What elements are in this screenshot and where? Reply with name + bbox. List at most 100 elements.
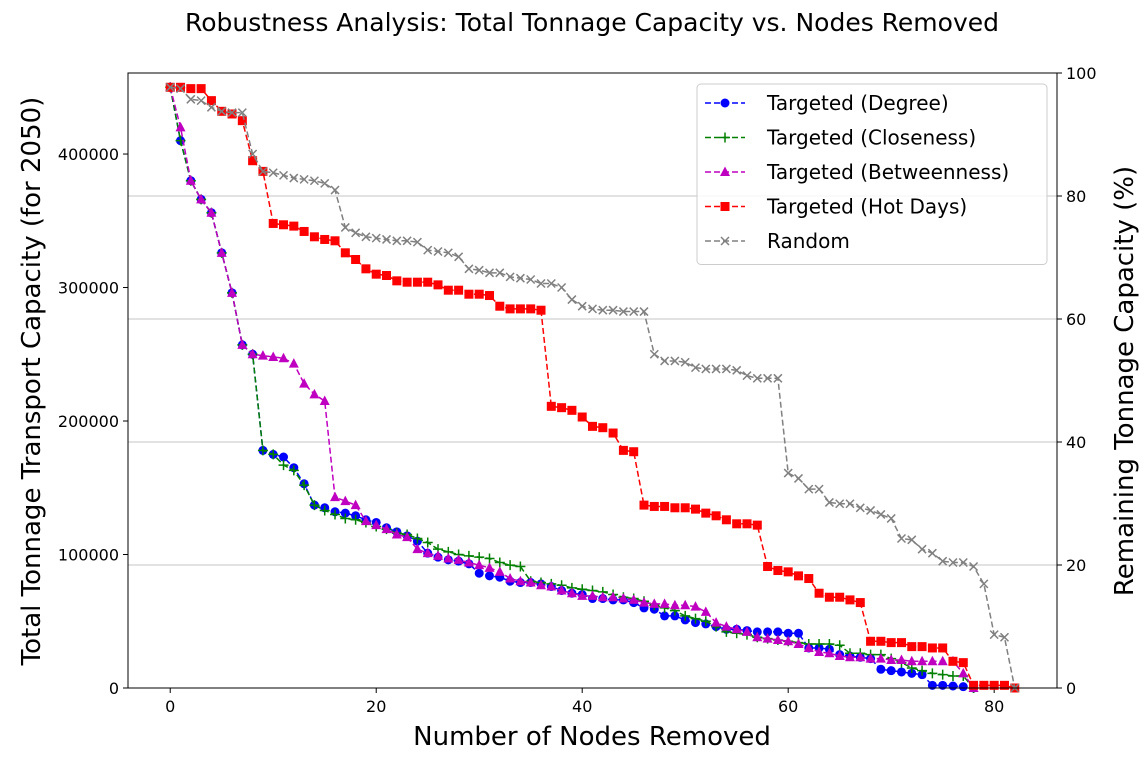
marker [587,304,598,314]
marker [670,611,680,621]
marker [721,621,732,631]
marker [917,544,927,554]
marker [618,593,629,603]
marker [783,628,793,638]
marker [608,428,618,438]
marker [423,277,433,287]
marker [742,371,752,381]
marker [701,364,711,374]
marker [217,106,227,116]
marker [659,598,670,608]
marker [546,401,556,411]
marker [979,680,989,690]
marker [804,574,814,584]
marker [402,531,413,542]
marker [711,617,722,627]
marker [495,268,505,278]
marker [433,246,443,257]
marker [680,599,691,610]
plot-frame [127,72,1058,689]
y-tick-label: 100000 [58,546,119,565]
legend-box [696,83,1048,265]
marker [783,567,793,577]
marker [567,295,577,305]
marker [773,627,783,637]
marker [711,364,721,374]
marker [834,650,845,660]
marker [278,352,289,363]
marker [742,519,752,529]
marker [175,121,186,132]
marker [258,166,268,176]
marker [288,358,299,368]
marker [680,357,690,367]
marker [351,228,361,238]
marker [947,670,958,681]
marker [711,511,721,521]
marker [803,642,814,652]
marker [597,591,608,602]
marker [299,480,310,491]
marker [855,651,866,662]
marker [515,561,526,572]
marker [875,653,886,663]
marker [474,568,484,578]
marker [999,632,1010,642]
marker [649,349,659,359]
marker [176,82,186,92]
marker [793,628,803,638]
marker [340,508,350,518]
marker [412,237,422,247]
marker [938,643,948,653]
marker [577,590,588,600]
marker [783,468,793,478]
marker [546,278,556,289]
marker [257,445,268,456]
marker [814,588,824,598]
y2-tick-label: 60 [1066,310,1086,329]
marker [937,669,948,680]
marker [443,248,453,258]
marker [629,447,639,457]
marker [834,640,845,651]
marker [927,668,938,679]
marker [752,520,762,530]
marker [773,566,783,576]
marker [454,252,464,262]
marker [948,681,958,691]
marker [670,356,680,366]
marker [690,363,701,373]
marker [670,503,680,513]
marker [886,513,896,523]
x-tick-label: 60 [778,697,798,716]
marker [958,557,968,568]
marker [474,559,485,570]
marker [185,175,196,185]
marker [279,452,289,462]
marker [835,499,845,509]
marker [309,232,319,242]
marker [557,282,567,293]
marker [906,655,917,666]
legend-label: Targeted (Betweenness) [766,160,1009,184]
marker [948,557,958,568]
marker [844,651,855,662]
marker [907,668,917,678]
marker [351,254,361,264]
legend-label: Targeted (Hot Days) [766,195,967,219]
marker [731,623,742,634]
marker [598,423,608,433]
marker [350,514,361,525]
marker [835,592,845,602]
marker [505,272,515,282]
marker [721,364,731,374]
marker [495,301,505,311]
marker [824,647,835,658]
marker [567,405,577,415]
x-tick-label: 40 [572,697,592,716]
marker [382,271,392,281]
marker [752,373,762,383]
marker [206,102,216,112]
marker [938,556,948,566]
marker [793,571,803,581]
